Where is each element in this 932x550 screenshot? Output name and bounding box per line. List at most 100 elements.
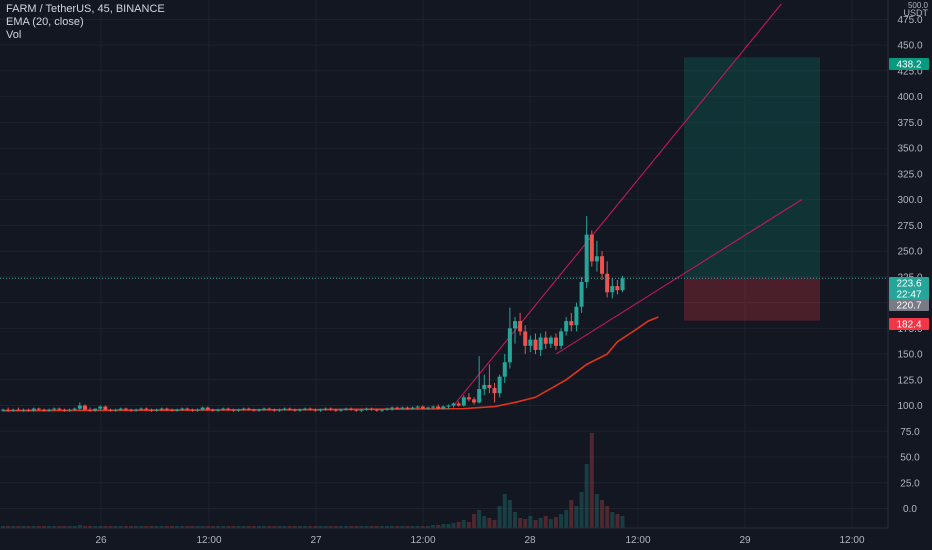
candle-body	[282, 408, 287, 410]
candle-body	[159, 408, 164, 410]
candle	[277, 408, 282, 412]
candle-body	[77, 405, 82, 409]
price-tick: 400.0	[897, 92, 922, 103]
volume-bar	[31, 526, 36, 528]
time-tick: 28	[524, 535, 536, 546]
price-tag-box	[889, 318, 929, 330]
volume-bar	[497, 506, 502, 528]
candle-body	[6, 409, 11, 411]
volume-bar	[297, 526, 302, 528]
price-tick: 50.0	[900, 453, 920, 464]
candle	[456, 401, 461, 407]
volume-bar	[16, 526, 21, 528]
price-axis-currency: USDT	[904, 8, 929, 18]
candle	[328, 407, 333, 411]
volume-bar	[246, 526, 251, 528]
candle-body	[67, 409, 72, 411]
candle	[395, 406, 400, 410]
candle-body	[405, 407, 410, 409]
candle	[180, 407, 185, 411]
ema-legend[interactable]: EMA (20, close)	[6, 16, 84, 28]
candle	[236, 408, 241, 412]
candle	[303, 407, 308, 411]
volume-bar	[47, 526, 52, 528]
candle-body	[420, 406, 425, 409]
price-tick: 350.0	[897, 144, 922, 155]
volume-bar	[359, 526, 364, 528]
candle	[272, 408, 277, 412]
candle	[579, 276, 584, 313]
candle-body	[477, 389, 482, 403]
candle-body	[21, 409, 26, 411]
price-tag-label: 182.4	[896, 320, 921, 331]
volume-bar	[221, 526, 226, 528]
candle	[318, 408, 323, 412]
time-axis-bg[interactable]	[0, 528, 932, 550]
candle	[569, 312, 574, 332]
volume-bar	[425, 526, 430, 528]
price-axis-bg[interactable]	[888, 0, 932, 528]
volume-bar	[123, 526, 128, 528]
time-tick: 27	[310, 535, 322, 546]
candle	[159, 407, 164, 411]
volume-bar	[594, 494, 599, 528]
candle	[390, 406, 395, 411]
candle-body	[369, 408, 374, 410]
candle-body	[297, 409, 302, 411]
volume-bar	[77, 525, 82, 528]
candle	[62, 408, 67, 412]
time-tick: 12:00	[839, 535, 864, 546]
volume-bar	[303, 526, 308, 528]
volume-legend[interactable]: Vol	[6, 29, 22, 41]
candle-body	[518, 321, 523, 332]
volume-bar	[72, 526, 77, 528]
volume-bar	[134, 526, 139, 528]
symbol-title[interactable]: FARM / TetherUS, 45, BINANCE	[6, 3, 165, 15]
time-tick: 12:00	[196, 535, 221, 546]
candle	[200, 406, 205, 411]
price-tick: 450.0	[897, 41, 922, 52]
candle-body	[205, 407, 210, 410]
candle-body	[149, 409, 154, 411]
candle	[410, 406, 415, 410]
volume-bar	[169, 526, 174, 528]
volume-bar	[620, 516, 625, 528]
candle-body	[385, 408, 389, 410]
price-tick: 25.0	[900, 478, 920, 489]
volume-bar	[216, 526, 221, 528]
volume-bar	[210, 526, 215, 528]
volume-bar	[129, 526, 133, 528]
candle-body	[272, 409, 277, 411]
long-position-tool[interactable]	[684, 57, 820, 321]
volume-bar	[88, 526, 93, 528]
volume-bar	[98, 526, 103, 528]
volume-bar	[385, 526, 389, 528]
price-tick: 425.0	[897, 66, 922, 77]
volume-bars	[1, 433, 625, 528]
candle	[513, 316, 517, 344]
candle-body	[482, 384, 487, 390]
candle	[507, 307, 512, 369]
candle-body	[461, 397, 466, 406]
candle	[405, 406, 410, 410]
volume-bar	[492, 520, 497, 528]
candle-body	[354, 409, 359, 411]
candle-body	[36, 408, 41, 410]
candle-body	[507, 328, 512, 363]
candle-body	[600, 256, 605, 274]
volume-bar	[518, 518, 523, 528]
price-tag-label: 223.6	[896, 279, 921, 290]
candle-body	[134, 409, 139, 411]
candle	[175, 408, 180, 412]
volume-bar	[487, 518, 492, 528]
volume-bar	[21, 526, 26, 528]
candle-body	[108, 409, 113, 411]
candle	[251, 408, 256, 412]
volume-bar	[507, 500, 512, 528]
volume-bar	[472, 514, 477, 528]
price-tag-label: 22:47	[896, 290, 921, 301]
candle-body	[533, 339, 538, 350]
candle-body	[118, 408, 123, 410]
